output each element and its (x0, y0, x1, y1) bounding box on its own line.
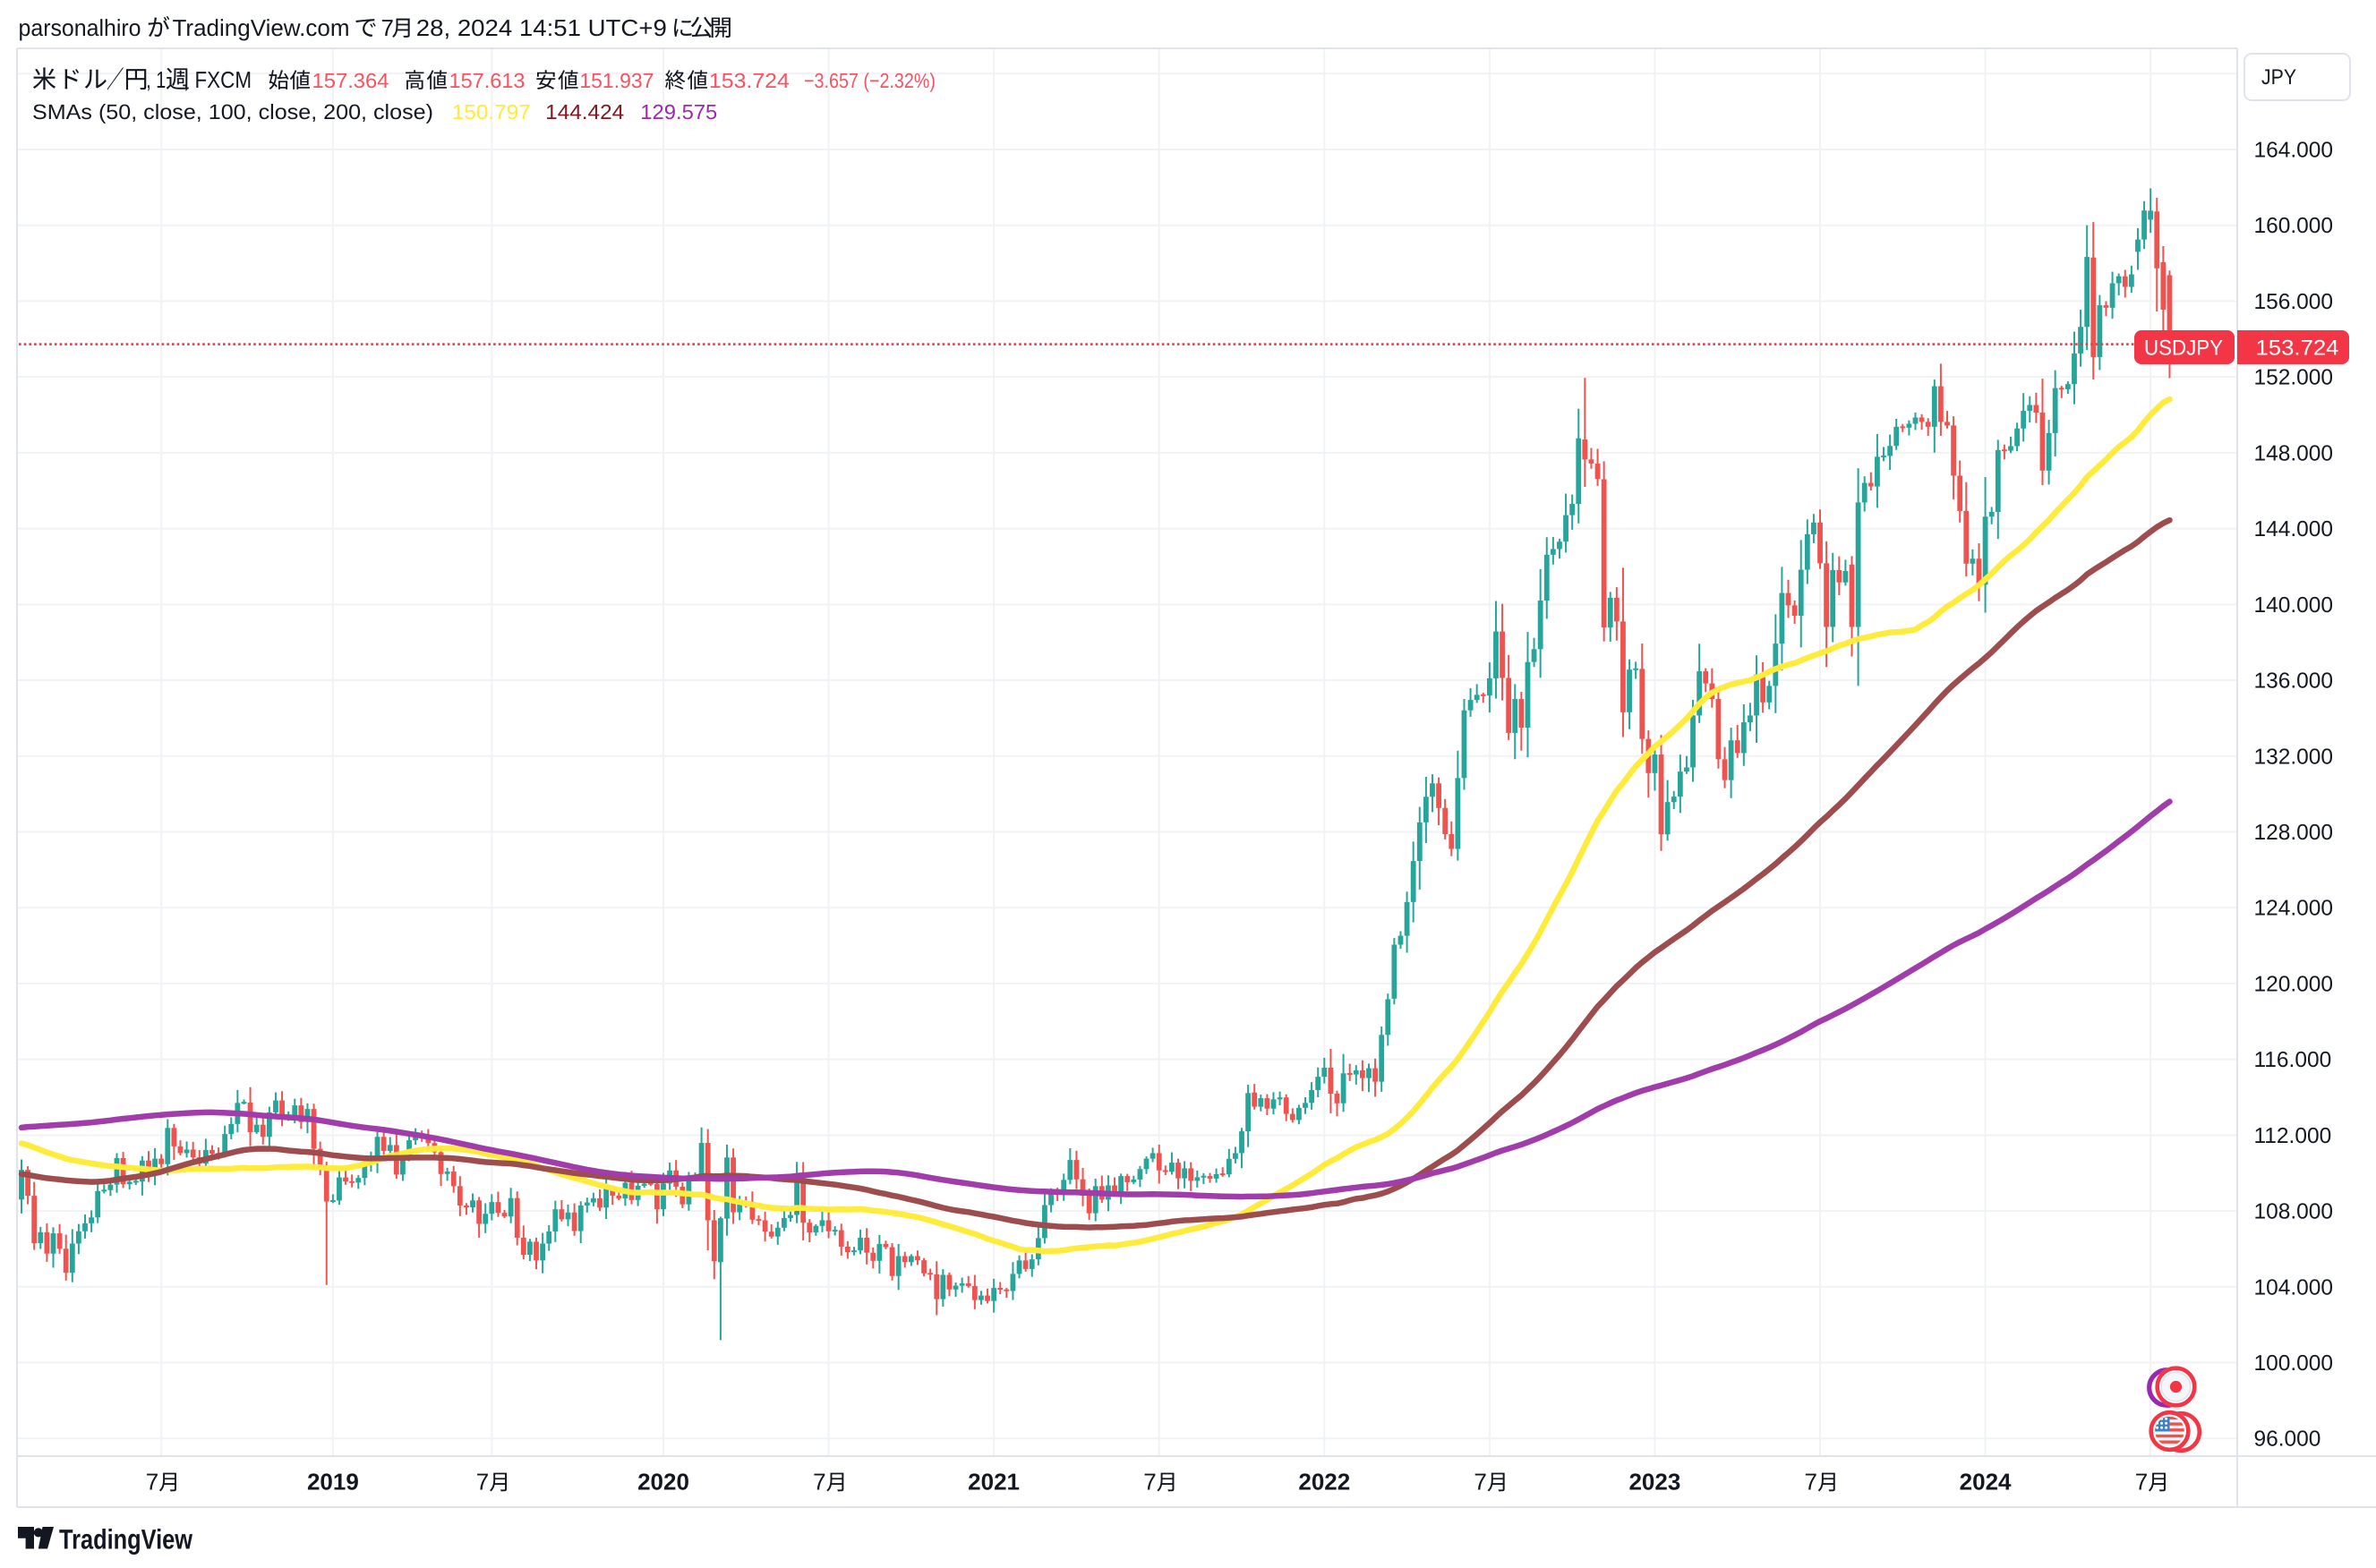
svg-text:7: 7 (381, 14, 394, 41)
svg-text:164.000: 164.000 (2254, 139, 2334, 163)
svg-text:28, 2024 14:51 UTC+9: 28, 2024 14:51 UTC+9 (416, 14, 667, 41)
svg-text:7: 7 (1474, 1469, 1486, 1496)
svg-text:7: 7 (1805, 1469, 1817, 1496)
svg-text:112.000: 112.000 (2254, 1124, 2332, 1148)
svg-text:96.000: 96.000 (2254, 1427, 2321, 1452)
svg-text:2021: 2021 (968, 1469, 1020, 1496)
svg-text:7: 7 (1143, 1469, 1156, 1496)
svg-text:TradingView: TradingView (59, 1524, 193, 1555)
svg-text:151.937: 151.937 (579, 69, 654, 92)
svg-text:116.000: 116.000 (2254, 1048, 2332, 1072)
svg-text:−3.657 (−2.32%): −3.657 (−2.32%) (804, 69, 936, 92)
svg-text:153.724: 153.724 (709, 69, 790, 92)
svg-text:TradingView.com: TradingView.com (173, 14, 350, 41)
svg-text:157.613: 157.613 (449, 69, 526, 92)
svg-text:, FXCM: , FXCM (184, 66, 252, 93)
svg-text:160.000: 160.000 (2254, 214, 2334, 238)
svg-text:USDJPY: USDJPY (2144, 337, 2223, 361)
svg-text:136.000: 136.000 (2254, 669, 2334, 694)
svg-text:148.000: 148.000 (2254, 441, 2334, 465)
svg-text:152.000: 152.000 (2254, 366, 2334, 390)
svg-text:144.424: 144.424 (545, 100, 624, 124)
svg-text:140.000: 140.000 (2254, 593, 2334, 618)
svg-text:, 1: , 1 (146, 66, 166, 93)
svg-text:7: 7 (476, 1469, 489, 1496)
svg-text:104.000: 104.000 (2254, 1275, 2334, 1300)
svg-text:144.000: 144.000 (2254, 517, 2334, 541)
svg-text:100.000: 100.000 (2254, 1351, 2334, 1376)
svg-text:108.000: 108.000 (2254, 1200, 2334, 1224)
svg-text:2024: 2024 (1960, 1469, 2012, 1496)
svg-text:2020: 2020 (637, 1469, 689, 1496)
svg-text:parsonalhiro: parsonalhiro (19, 14, 141, 41)
svg-text:7: 7 (2135, 1469, 2148, 1496)
svg-text:124.000: 124.000 (2254, 897, 2334, 921)
svg-text:JPY: JPY (2261, 65, 2296, 89)
svg-text:150.797: 150.797 (452, 100, 531, 124)
svg-text:2023: 2023 (1628, 1469, 1680, 1496)
svg-text:157.364: 157.364 (312, 69, 389, 92)
svg-text:2022: 2022 (1298, 1469, 1350, 1496)
svg-text:7: 7 (813, 1469, 825, 1496)
svg-text:156.000: 156.000 (2254, 290, 2334, 314)
svg-text:7: 7 (146, 1469, 158, 1496)
svg-text:153.724: 153.724 (2256, 337, 2339, 361)
svg-text:128.000: 128.000 (2254, 821, 2334, 845)
svg-text:132.000: 132.000 (2254, 745, 2334, 769)
svg-text:SMAs (50, close, 100, close, 2: SMAs (50, close, 100, close, 200, close) (32, 100, 433, 124)
svg-text:120.000: 120.000 (2254, 972, 2334, 996)
svg-text:2019: 2019 (307, 1469, 359, 1496)
svg-text:129.575: 129.575 (640, 100, 717, 124)
